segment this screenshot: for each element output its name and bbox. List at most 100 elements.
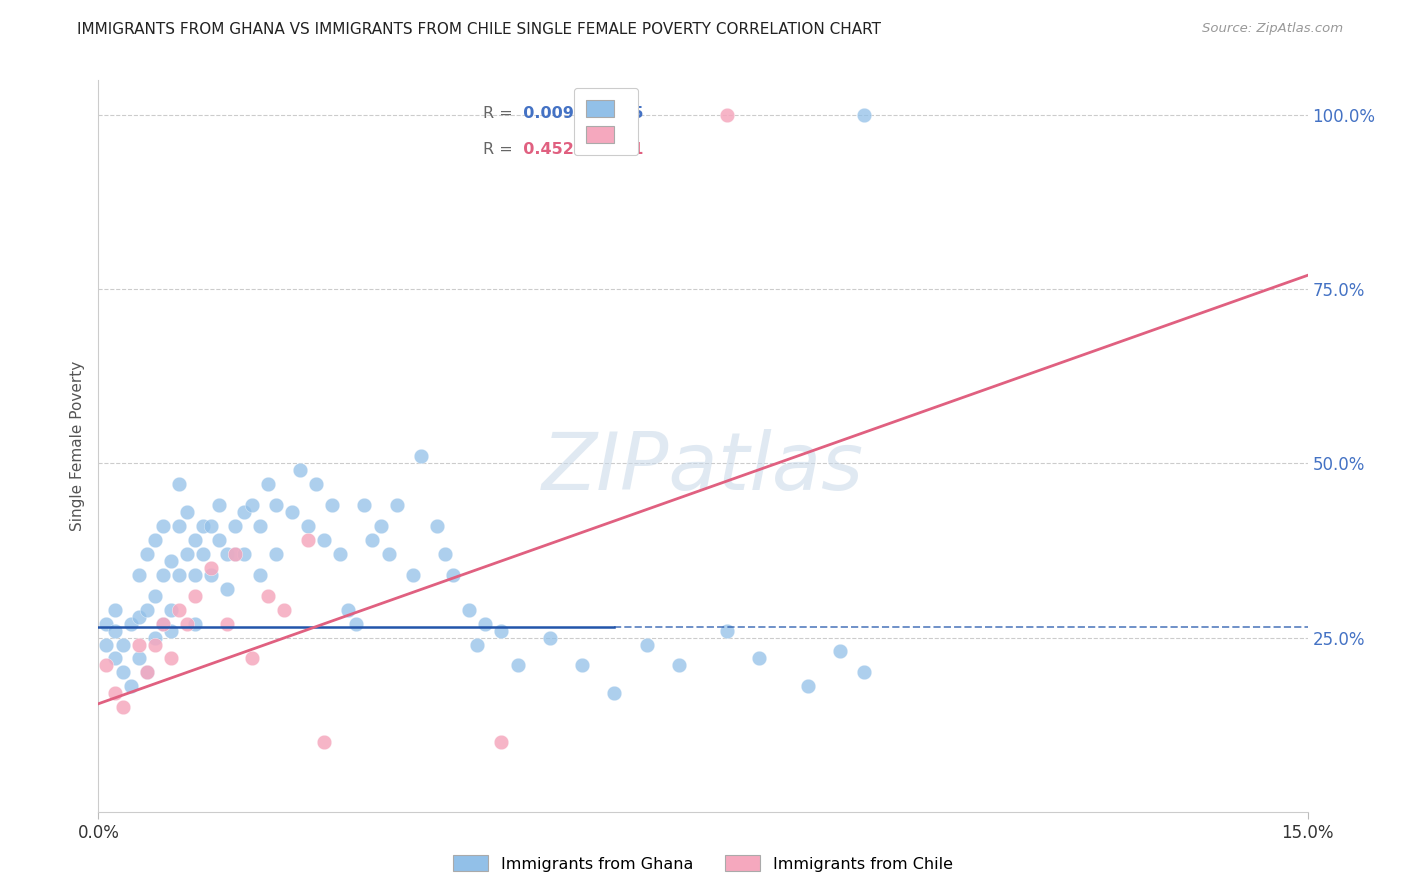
Point [385,498,408,512]
Point [232,505,254,519]
Point [458,603,481,617]
Point [200,567,222,582]
Point [217,582,239,596]
Point [120,679,142,693]
Point [256,477,278,491]
Text: 85: 85 [610,105,644,120]
Point [361,533,384,547]
Point [152,567,174,582]
Point [249,519,271,533]
Point [434,547,457,561]
Point [264,547,287,561]
Point [264,498,287,512]
Point [538,631,561,645]
Point [160,624,183,638]
Text: 0.009: 0.009 [512,105,574,120]
Point [603,686,626,700]
Point [748,651,770,665]
Point [160,554,183,568]
Point [217,547,239,561]
Point [143,638,166,652]
Point [176,616,198,631]
Point [668,658,690,673]
Point [193,519,215,533]
Point [506,658,529,673]
Point [152,616,174,631]
Point [111,638,134,652]
Legend: , : , [574,88,638,155]
Point [184,616,207,631]
Point [96,658,118,673]
Point [193,547,215,561]
Point [853,108,876,122]
Point [402,567,425,582]
Point [160,651,183,665]
Point [103,603,125,617]
Point [111,665,134,680]
Text: 0.452: 0.452 [512,142,574,157]
Point [176,505,198,519]
Point [103,651,125,665]
Point [176,547,198,561]
Point [240,651,263,665]
Point [474,616,496,631]
Point [167,567,190,582]
Point [96,638,118,652]
Point [208,498,231,512]
Point [167,519,190,533]
Point [143,631,166,645]
Text: N =: N = [574,142,624,157]
Point [797,679,820,693]
Point [143,533,166,547]
Point [853,665,876,680]
Point [314,735,336,749]
Point [224,547,246,561]
Point [167,477,190,491]
Point [135,547,157,561]
Point [273,603,295,617]
Text: R =: R = [482,142,517,157]
Point [571,658,593,673]
Point [297,533,319,547]
Point [184,589,207,603]
Point [217,616,239,631]
Point [465,638,488,652]
Point [103,686,125,700]
Point [128,609,150,624]
Point [135,665,157,680]
Text: ZIPatlas: ZIPatlas [541,429,865,507]
Point [184,533,207,547]
Text: IMMIGRANTS FROM GHANA VS IMMIGRANTS FROM CHILE SINGLE FEMALE POVERTY CORRELATION: IMMIGRANTS FROM GHANA VS IMMIGRANTS FROM… [77,22,882,37]
Point [344,616,367,631]
Point [329,547,352,561]
Point [200,561,222,575]
Point [426,519,449,533]
Point [828,644,851,658]
Point [103,624,125,638]
Point [491,624,513,638]
Point [208,533,231,547]
Point [240,498,263,512]
Point [337,603,360,617]
Point [128,651,150,665]
Point [96,616,118,631]
Point [128,638,150,652]
Point [160,603,183,617]
Point [184,567,207,582]
Point [152,616,174,631]
Point [224,547,246,561]
Point [288,463,311,477]
Point [152,519,174,533]
Point [314,533,336,547]
Y-axis label: Single Female Poverty: Single Female Poverty [69,361,84,531]
Point [441,567,464,582]
Text: 21: 21 [610,142,644,157]
Point [377,547,399,561]
Text: Source: ZipAtlas.com: Source: ZipAtlas.com [1202,22,1343,36]
Point [128,567,150,582]
Point [353,498,375,512]
Point [167,603,190,617]
Point [716,108,738,122]
Legend: Immigrants from Ghana, Immigrants from Chile: Immigrants from Ghana, Immigrants from C… [444,847,962,880]
Point [281,505,304,519]
